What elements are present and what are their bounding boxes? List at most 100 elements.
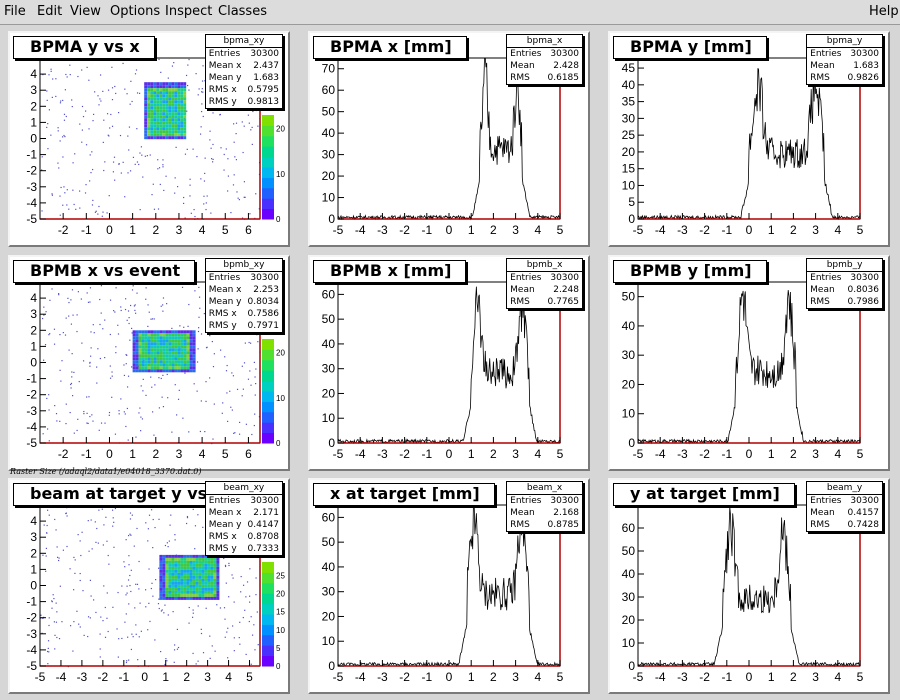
stats-box[interactable]: bpma_y Entries 30300 Mean 1.683 RMS 0.9826 xyxy=(806,34,883,85)
x-tick-label: 2 xyxy=(183,670,190,684)
y-tick-label: -1 xyxy=(26,595,37,609)
color-palette: 0 10 20 xyxy=(262,115,285,224)
pad-beam-target-yx[interactable]: 0 5 10 15 20 25 -5 -4 -3 -2 -1 0 1 2 3 4 5 -5 -4 -3 -2 -1 0 1 2 3… xyxy=(8,478,290,694)
stats-value: 30300 xyxy=(850,49,879,59)
stats-row: Mean 2.428 xyxy=(507,60,582,72)
x-tick-label: 1 xyxy=(468,447,475,461)
palette-tick-label: 0 xyxy=(276,439,281,448)
stats-value: 30300 xyxy=(250,49,279,59)
x-tick-label: -3 xyxy=(677,223,688,237)
stats-key: Mean x xyxy=(208,285,242,295)
y-tick-label: 50 xyxy=(322,312,336,326)
x-tick-label: 4 xyxy=(834,670,841,684)
y-tick-label: 50 xyxy=(622,290,636,304)
x-tick-label: 4 xyxy=(534,670,541,684)
stats-value: 30300 xyxy=(850,273,879,283)
x-tick-label: -2 xyxy=(699,447,710,461)
pad-x-at-target[interactable]: -5 -4 -3 -2 -1 0 1 2 3 4 5 0 10 20 30 40 50 60 x at target… xyxy=(308,478,590,694)
y-tick-label: 40 xyxy=(322,560,336,574)
stats-value: 0.4147 xyxy=(247,520,280,530)
y-tick-label: 30 xyxy=(622,111,636,125)
pad-bpmb-x-event[interactable]: 0 10 20 -2 -1 0 1 2 3 4 5 6 -5 -4 -3 -2 -1 0 1 2 3 4 BPMB x vs… xyxy=(8,255,290,471)
y-tick-label: -3 xyxy=(26,180,37,194)
stats-row: Entries 30300 xyxy=(507,495,582,507)
stats-value: 30300 xyxy=(850,496,879,506)
x-tick-label: 6 xyxy=(245,447,252,461)
pad-bpmb-y[interactable]: -5 -4 -3 -2 -1 0 1 2 3 4 5 0 10 20 30 40 50 BPMB y [mm] bp… xyxy=(608,255,890,471)
heatmap-cells xyxy=(40,505,261,668)
menu-help[interactable]: Help xyxy=(869,4,899,19)
histogram-line xyxy=(637,506,861,668)
stats-value: 0.7586 xyxy=(247,309,280,319)
stats-row: Entries 30300 xyxy=(507,272,582,284)
y-tick-label: 40 xyxy=(322,126,336,140)
stats-key: RMS xyxy=(810,73,830,83)
stats-value: 0.8708 xyxy=(247,532,280,542)
x-tick-label: -5 xyxy=(633,670,644,684)
x-tick-label: 1 xyxy=(768,447,775,461)
y-tick-label: -2 xyxy=(26,388,37,402)
pad-bpma-x[interactable]: -5 -4 -3 -2 -1 0 1 2 3 4 5 0 10 20 30 40 50 60 70 BPMA x [m… xyxy=(308,31,590,247)
stats-box[interactable]: beam_y Entries 30300 Mean 0.4157 RMS 0.7428 xyxy=(806,481,883,532)
x-tick-label: -2 xyxy=(58,223,69,237)
x-tick-label: -1 xyxy=(421,223,432,237)
x-tick-label: -2 xyxy=(399,223,410,237)
y-tick-label: 35 xyxy=(622,95,636,109)
stats-box[interactable]: bpmb_xy Entries 30300 Mean x 2.253 Mean y 0.80… xyxy=(204,258,283,333)
menu-file[interactable]: File xyxy=(4,4,26,19)
pad-bpma-yx[interactable]: 0 10 20 -2 -1 0 1 2 3 4 5 6 -5 -4 -3 -2 -1 0 1 2 3 4 BPMA y vs… xyxy=(8,31,290,247)
stats-value: 30300 xyxy=(550,496,579,506)
y-tick-label: 20 xyxy=(322,169,336,183)
x-tick-label: 4 xyxy=(199,447,206,461)
y-tick-label: -2 xyxy=(26,611,37,625)
x-tick-label: -2 xyxy=(98,670,109,684)
stats-row: Mean y 0.4147 xyxy=(206,519,282,531)
x-tick-label: 5 xyxy=(222,223,229,237)
y-tick-label: 3 xyxy=(30,83,37,97)
x-tick-label: 0 xyxy=(106,447,113,461)
menu-inspect[interactable]: Inspect xyxy=(165,4,213,19)
stats-key: RMS x xyxy=(208,85,237,95)
y-tick-label: 0 xyxy=(628,436,635,450)
x-tick-label: -4 xyxy=(355,670,366,684)
stats-value: 0.7971 xyxy=(247,321,280,331)
histogram-line xyxy=(637,61,861,221)
x-tick-label: 0 xyxy=(746,447,753,461)
stats-box[interactable]: bpma_x Entries 30300 Mean 2.428 RMS 0.6185 xyxy=(506,34,583,85)
menu-view[interactable]: View xyxy=(70,4,101,19)
x-tick-label: 4 xyxy=(834,447,841,461)
root-canvas[interactable]: 0 10 20 -2 -1 0 1 2 3 4 5 6 -5 -4 -3 -2 -1 0 1 2 3 4 BPMA y vs… xyxy=(0,25,900,700)
y-tick-label: 40 xyxy=(622,319,636,333)
stats-histogram-name: bpmb_y xyxy=(807,259,882,272)
x-tick-label: 3 xyxy=(176,447,183,461)
stats-histogram-name: beam_y xyxy=(807,482,882,495)
y-tick-label: 0 xyxy=(628,659,635,673)
y-tick-label: -3 xyxy=(26,404,37,418)
stats-box[interactable]: beam_xy Entries 30300 Mean x 2.171 Mean y 0.41… xyxy=(204,481,283,556)
x-tick-label: -2 xyxy=(699,670,710,684)
x-tick-label: 1 xyxy=(768,670,775,684)
y-tick-label: 20 xyxy=(622,613,636,627)
stats-value: 2.168 xyxy=(553,508,579,518)
stats-value: 30300 xyxy=(550,49,579,59)
stats-box[interactable]: bpmb_x Entries 30300 Mean 2.248 RMS 0.7765 xyxy=(506,258,583,309)
menu-edit[interactable]: Edit xyxy=(37,4,63,19)
stats-box[interactable]: beam_x Entries 30300 Mean 2.168 RMS 0.8785 xyxy=(506,481,583,532)
stats-row: RMS y 0.7333 xyxy=(206,543,282,555)
stats-key: Mean xyxy=(510,61,535,71)
palette-tick-label: 10 xyxy=(276,170,285,179)
pad-y-at-target[interactable]: -5 -4 -3 -2 -1 0 1 2 3 4 5 0 10 20 30 40 50 60 y at target… xyxy=(608,478,890,694)
x-tick-label: 0 xyxy=(746,223,753,237)
menu-classes[interactable]: Classes xyxy=(218,4,267,19)
x-tick-label: -3 xyxy=(677,447,688,461)
x-tick-label: 3 xyxy=(812,223,819,237)
stats-key: Entries xyxy=(810,49,842,59)
stats-key: RMS x xyxy=(208,532,237,542)
stats-box[interactable]: bpmb_y Entries 30300 Mean 0.8036 RMS 0.7986 xyxy=(806,258,883,309)
x-tick-label: 0 xyxy=(141,670,148,684)
stats-box[interactable]: bpma_xy Entries 30300 Mean x 2.437 Mean y 1.68… xyxy=(204,34,283,109)
menu-options[interactable]: Options xyxy=(110,4,161,19)
pad-bpma-y[interactable]: -5 -4 -3 -2 -1 0 1 2 3 4 5 0 5 10 15 20 25 30 35 40 45 BPMA y… xyxy=(608,31,890,247)
pad-bpmb-x[interactable]: -5 -4 -3 -2 -1 0 1 2 3 4 5 0 10 20 30 40 50 60 BPMB x [mm]… xyxy=(308,255,590,471)
x-tick-label: -5 xyxy=(633,447,644,461)
